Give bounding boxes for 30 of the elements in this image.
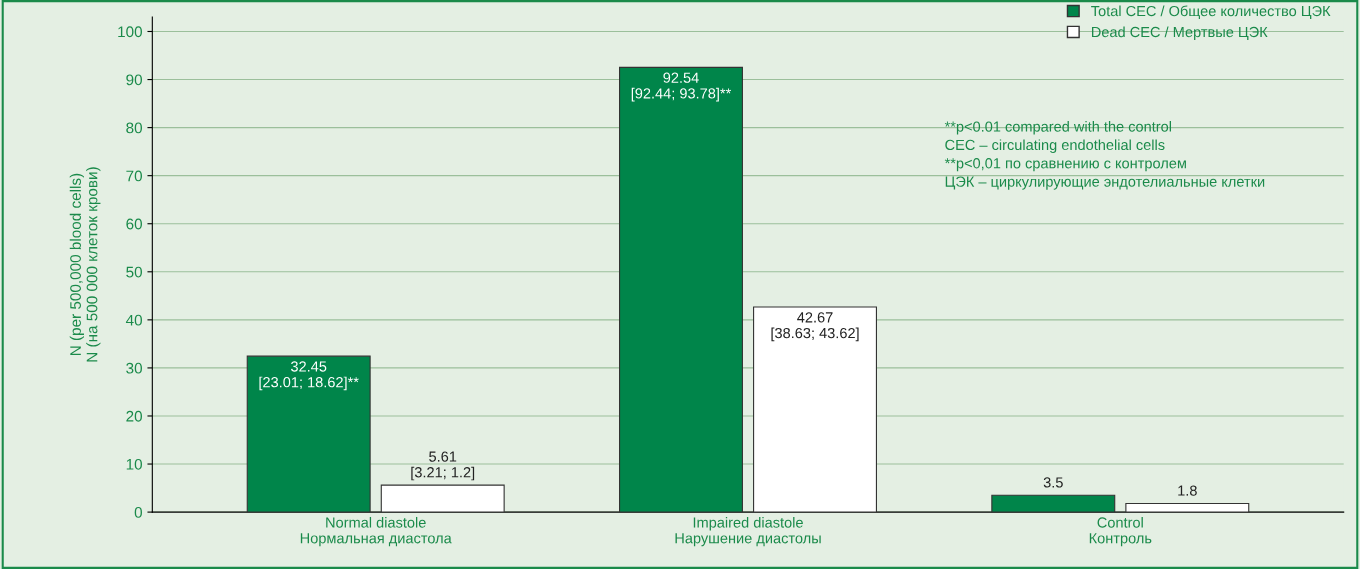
data-label: 42.67 [38.63; 43.62] [771,312,859,342]
data-label: 92.54 [92.44; 93.78]** [631,72,732,102]
x-tick-label: Impaired diastole Нарушение диастолы [675,516,821,547]
bar [1125,502,1250,513]
bar [380,484,505,513]
y-tick-label: 40 [125,314,142,326]
y-tick-label: 10 [126,458,142,470]
x-tick-label: Normal diastole Нормальная диастола [300,516,452,547]
data-label: 3.5 [1043,477,1063,488]
data-label: 32.45 [23.01; 18.62]** [259,361,359,391]
y-tick-label: 50 [126,266,142,278]
y-tick-label: 100 [118,26,142,38]
bar [991,494,1116,513]
x-tick-label: Control Контроль [1089,516,1152,547]
legend-label: Total CEC / Общее количество ЦЭК [1091,5,1331,19]
legend-label: Dead CEC / Мертвые ЦЭК [1091,26,1268,41]
y-tick-label: 60 [126,218,142,230]
bar [753,306,877,513]
y-tick-label: 20 [126,410,142,422]
annotation: **p<0.01 compared with the control CEC – circulating endothelial cells **p<0,01 по сравнению с контролем ЦЭК – циркулирующие эндотелиальные клетки [944,121,1265,190]
y-axis-title: N (per 500,000 blood cells) N (на 500 000 клеток крови) [69,167,101,362]
data-label: 5.61 [3.21; 1.2] [411,451,475,481]
y-tick-label: 0 [134,506,142,518]
bar [246,355,371,513]
y-tick-label: 70 [126,170,142,182]
y-tick-label: 80 [126,122,142,134]
y-tick-label: 90 [126,74,142,86]
bar [619,66,743,513]
y-tick-label: 30 [126,362,142,374]
data-label: 1.8 [1178,485,1197,496]
